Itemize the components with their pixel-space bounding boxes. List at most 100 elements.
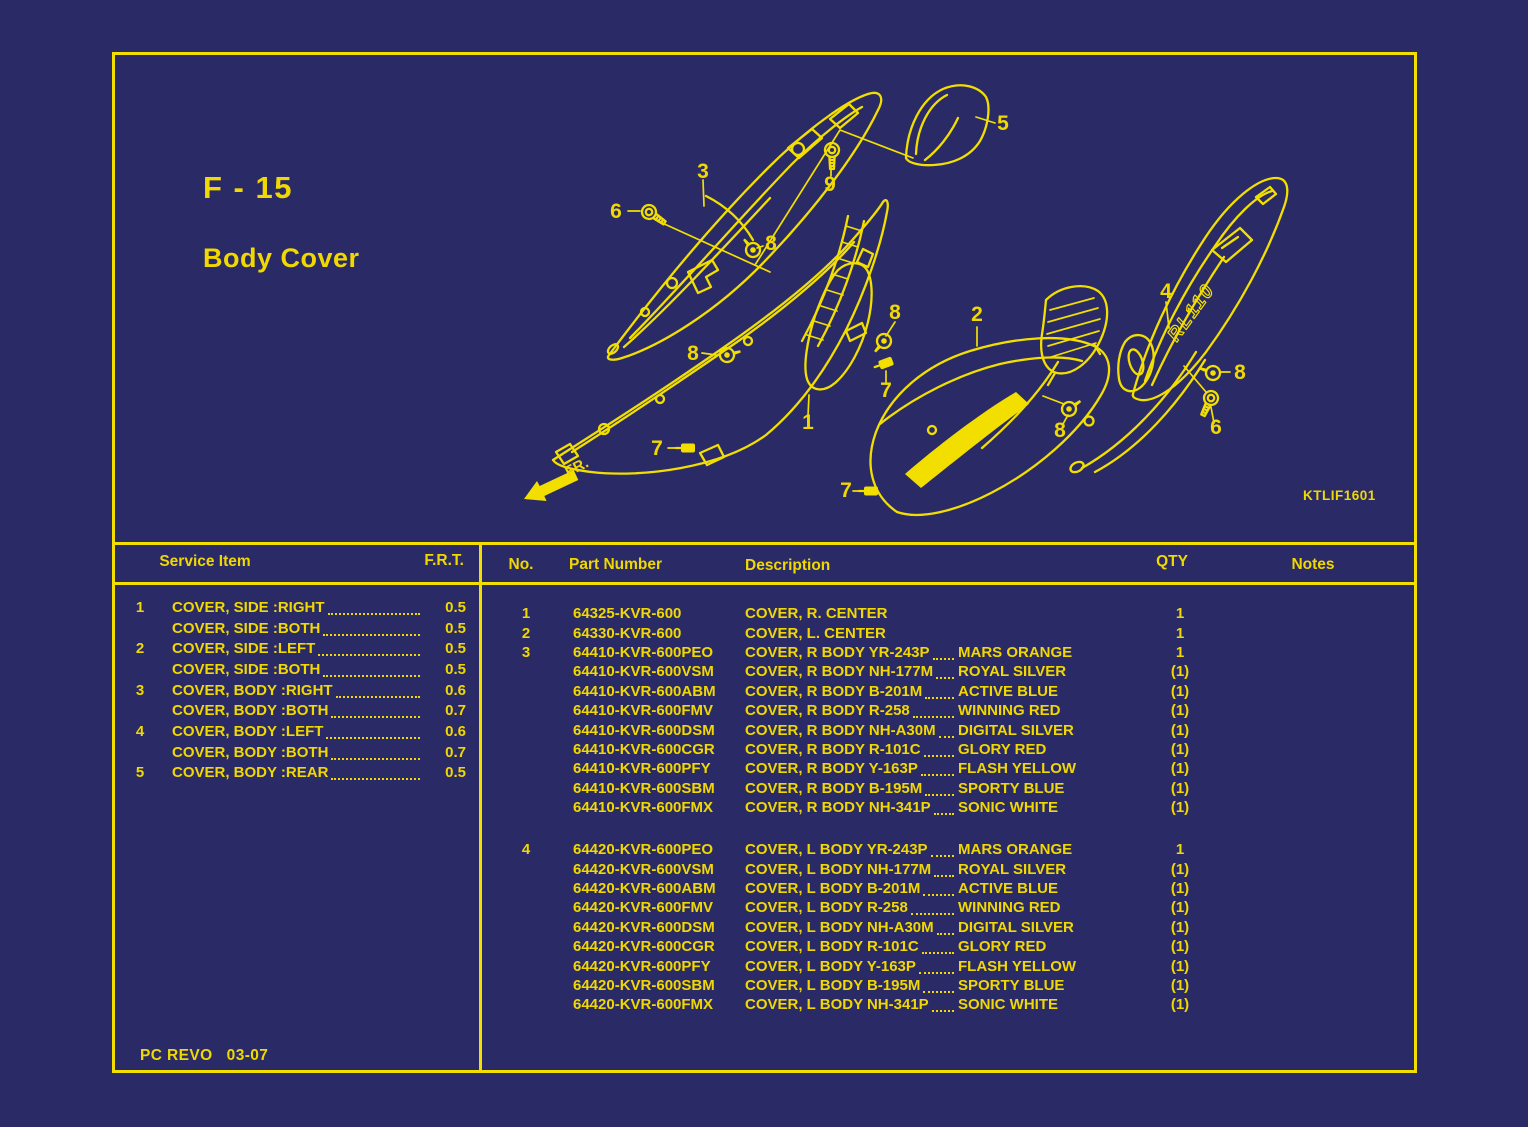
diagram-callout-8: 8 xyxy=(765,232,777,255)
parts-row: 64410-KVR-600FMX COVER, R BODY NH-341P SON… xyxy=(479,798,1417,817)
part-description-text: COVER, L. CENTER xyxy=(745,624,886,642)
cover-r-body-part xyxy=(606,91,883,361)
dotted-leader xyxy=(335,683,420,698)
dotted-leader xyxy=(936,920,954,935)
diagram-callout-7: 7 xyxy=(651,437,663,460)
diagram-callout-7: 7 xyxy=(880,379,892,402)
diagram-linework xyxy=(1069,460,1085,474)
dotted-leader xyxy=(933,800,954,816)
part-color-name: ROYAL SILVER xyxy=(958,860,1067,878)
part-number: 64420-KVR-600FMV xyxy=(573,899,714,917)
part-description-text: COVER, L BODY Y-163P xyxy=(745,957,916,975)
diagram-linework xyxy=(806,225,863,341)
part-number: 64410-KVR-600PFY xyxy=(573,760,711,778)
part-color-name: SPORTY BLUE xyxy=(958,976,1065,994)
diagram-linework xyxy=(654,393,666,405)
parts-row: 4 64420-KVR-600PEO COVER, L BODY YR-243P MA… xyxy=(479,840,1417,859)
diagram-callout-4: 4 xyxy=(1160,280,1172,303)
parts-row: 64410-KVR-600VSM COVER, R BODY NH-177M ROY… xyxy=(479,662,1417,681)
part-description-text: COVER, R BODY B-201M xyxy=(745,682,923,700)
part-qty: (1) xyxy=(1170,682,1190,700)
clip-icon xyxy=(872,355,896,373)
part-number: 64410-KVR-600ABM xyxy=(573,682,716,700)
part-description-text: COVER, L BODY NH-341P xyxy=(745,996,929,1014)
diagram-linework xyxy=(606,91,883,361)
diagram-linework xyxy=(844,321,868,343)
part-qty: (1) xyxy=(1170,918,1190,936)
parts-diagram: RL110 FR. KTLIF1601 3 5 9 6 8 8 8 2 4 8 7 1 8 6 7 7 xyxy=(524,84,1375,517)
rivet-icon xyxy=(868,329,896,358)
part-description: COVER, R BODY NH-177M xyxy=(745,663,958,680)
diagram-linework xyxy=(904,84,990,167)
part-description: COVER, R. CENTER xyxy=(745,605,958,622)
part-description: COVER, L BODY B-201M xyxy=(745,880,958,897)
front-direction-arrow-icon: FR. xyxy=(524,454,591,501)
diagram-linework xyxy=(878,356,1084,426)
part-number: 64410-KVR-600PEO xyxy=(573,643,714,661)
diagram-linework xyxy=(606,343,620,355)
parts-table-header-description: Description xyxy=(745,557,831,574)
diagram-linework xyxy=(597,422,611,436)
service-frt-value: 0.5 xyxy=(445,660,466,678)
parts-row: 64420-KVR-600DSM COVER, L BODY NH-A30M DIG… xyxy=(479,918,1417,937)
parts-row: 1 64325-KVR-600 COVER, R. CENTER 1 xyxy=(479,604,1417,623)
part-color-name: SPORTY BLUE xyxy=(958,779,1065,797)
parts-row: 64420-KVR-600FMV COVER, L BODY R-258 WINNI… xyxy=(479,898,1417,917)
part-color-name: DIGITAL SILVER xyxy=(958,918,1074,936)
service-frt-value: 0.6 xyxy=(445,722,466,740)
service-item-label: COVER, BODY :BOTH xyxy=(172,743,329,761)
part-number: 64410-KVR-600FMX xyxy=(573,799,714,817)
part-description: COVER, R BODY R-258 xyxy=(745,702,958,719)
service-frt-value: 0.5 xyxy=(445,619,466,637)
part-logo-text: RL110 xyxy=(1164,280,1220,345)
service-item-label: COVER, BODY :LEFT xyxy=(172,722,324,740)
service-row: COVER, BODY :BOTH 0.7 xyxy=(112,742,479,763)
parts-row: 64410-KVR-600FMV COVER, R BODY R-258 WINNI… xyxy=(479,701,1417,720)
service-row: 3 COVER, BODY :RIGHT 0.6 xyxy=(112,680,479,701)
part-number: 64420-KVR-600ABM xyxy=(573,879,716,897)
part-color-name: MARS ORANGE xyxy=(958,643,1073,661)
part-qty: (1) xyxy=(1170,779,1190,797)
service-item-label: COVER, BODY :RIGHT xyxy=(172,681,333,699)
parts-row: 64410-KVR-600CGR COVER, R BODY R-101C GLOR… xyxy=(479,740,1417,759)
part-qty: (1) xyxy=(1170,702,1190,720)
diagram-linework xyxy=(1210,226,1254,264)
service-item-label: COVER, SIDE :BOTH xyxy=(172,619,321,637)
part-description-text: COVER, R BODY R-258 xyxy=(745,702,910,720)
diagram-linework xyxy=(816,219,866,348)
parts-block-1: 1 64325-KVR-600 COVER, R. CENTER 1 2 64330-KV… xyxy=(479,604,1417,817)
diagram-linework xyxy=(554,442,580,466)
part-color-name: ACTIVE BLUE xyxy=(958,879,1059,897)
diagram-callout-8: 8 xyxy=(1054,419,1066,442)
cover-l-center-part xyxy=(869,285,1111,517)
diagram-linework xyxy=(1093,358,1207,474)
dotted-leader xyxy=(930,842,954,858)
part-number: 64420-KVR-600DSM xyxy=(573,918,715,936)
part-description-text: COVER, L BODY R-101C xyxy=(745,938,919,956)
rivet-icon xyxy=(1058,394,1086,420)
part-qty: 1 xyxy=(1175,841,1185,859)
diagram-linework xyxy=(1220,235,1240,250)
dotted-leader xyxy=(925,684,954,699)
part-color-name: FLASH YELLOW xyxy=(958,957,1077,975)
service-row-no: 3 xyxy=(135,681,145,699)
service-row: COVER, BODY :BOTH 0.7 xyxy=(112,700,479,721)
part-number: 64410-KVR-600SBM xyxy=(573,779,715,797)
diagram-linework xyxy=(790,141,806,157)
parts-row-no: 3 xyxy=(521,643,531,661)
part-description: COVER, R BODY B-201M xyxy=(745,683,958,700)
part-description-text: COVER, L BODY YR-243P xyxy=(745,841,928,859)
clip-icon xyxy=(857,485,880,497)
page-subtitle: Body Cover xyxy=(203,243,360,273)
diagram-callout-7: 7 xyxy=(840,479,852,502)
part-qty: 1 xyxy=(1175,643,1185,661)
dotted-leader xyxy=(938,723,954,738)
parts-row: 64420-KVR-600VSM COVER, L BODY NH-177M ROY… xyxy=(479,859,1417,878)
diagram-linework xyxy=(804,262,873,391)
dotted-leader xyxy=(923,742,954,757)
parts-block-2: 4 64420-KVR-600PEO COVER, L BODY YR-243P MA… xyxy=(479,840,1417,1015)
dotted-leader xyxy=(934,862,954,877)
part-qty: (1) xyxy=(1170,938,1190,956)
dotted-leader xyxy=(931,997,954,1013)
